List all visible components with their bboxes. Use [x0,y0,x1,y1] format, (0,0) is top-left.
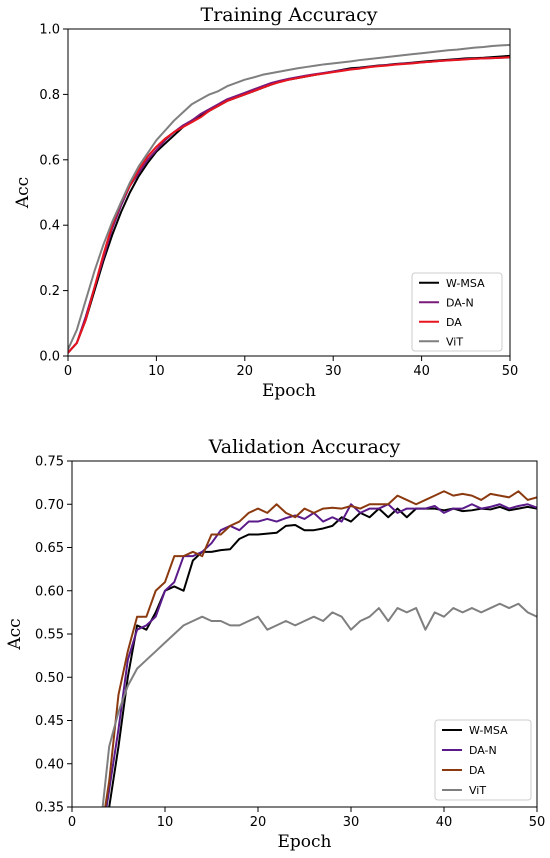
series-line-da [68,56,510,354]
series-line-da-n [105,503,537,807]
y-axis-label: Acc [13,177,33,209]
y-tick-label: 0.75 [35,455,64,470]
legend-entry: ViT [469,784,486,797]
y-tick-label: 0.55 [35,628,64,643]
legend-entry: DA-N [446,296,474,309]
y-tick-label: 0.65 [35,541,64,556]
x-tick-label: 20 [250,815,267,830]
series-line-vit [101,602,537,807]
x-tick-label: 10 [157,815,174,830]
x-axis-label: Epoch [278,832,332,852]
y-tick-label: 0.6 [39,153,60,168]
x-tick-label: 50 [529,815,546,830]
legend-entry: DA-N [469,744,497,757]
x-tick-label: 10 [148,364,165,379]
y-axis-label: Acc [5,618,25,650]
x-tick-label: 40 [413,364,430,379]
x-tick-label: 0 [64,364,72,379]
chart-title: Training Accuracy [201,4,378,26]
training-accuracy-chart: Training Accuracy 0 10 20 30 40 50 0.0 0.2 0.4 0.6… [13,4,518,401]
series-line-da [104,490,537,807]
y-tick-label: 0.0 [39,350,60,365]
x-tick-label: 40 [436,815,453,830]
y-tick-label: 0.60 [35,584,64,599]
x-tick-label: 30 [343,815,360,830]
x-tick-label: 30 [325,364,342,379]
x-tick-label: 0 [68,815,76,830]
legend-entry: DA [446,316,462,329]
series-line-vit [68,44,510,351]
legend-entry: W-MSA [469,724,508,737]
y-tick-label: 0.40 [35,757,64,772]
x-tick-label: 20 [237,364,254,379]
y-tick-label: 0.70 [35,498,64,513]
legend: W-MSA DA-N DA ViT [434,719,532,801]
legend-entry: ViT [446,335,463,348]
chart-title: Validation Accuracy [208,436,401,458]
y-tick-label: 0.4 [39,219,60,234]
plot-frame [67,28,511,357]
y-tick-label: 0.2 [39,284,60,299]
y-tick-label: 1.0 [39,23,60,38]
legend-entry: DA [469,764,485,777]
y-tick-label: 0.45 [35,714,64,729]
series-line-w-msa [108,505,537,807]
legend-entry: W-MSA [446,277,485,290]
y-tick-label: 0.35 [35,801,64,816]
y-tick-label: 0.50 [35,671,64,686]
validation-accuracy-chart: Validation Accuracy 0 10 20 30 40 50 0.35 0.40 0.… [5,436,545,852]
x-tick-label: 50 [502,364,519,379]
legend: W-MSA DA-N DA ViT [411,272,503,352]
x-axis-label: Epoch [262,381,316,401]
y-tick-label: 0.8 [39,88,60,103]
